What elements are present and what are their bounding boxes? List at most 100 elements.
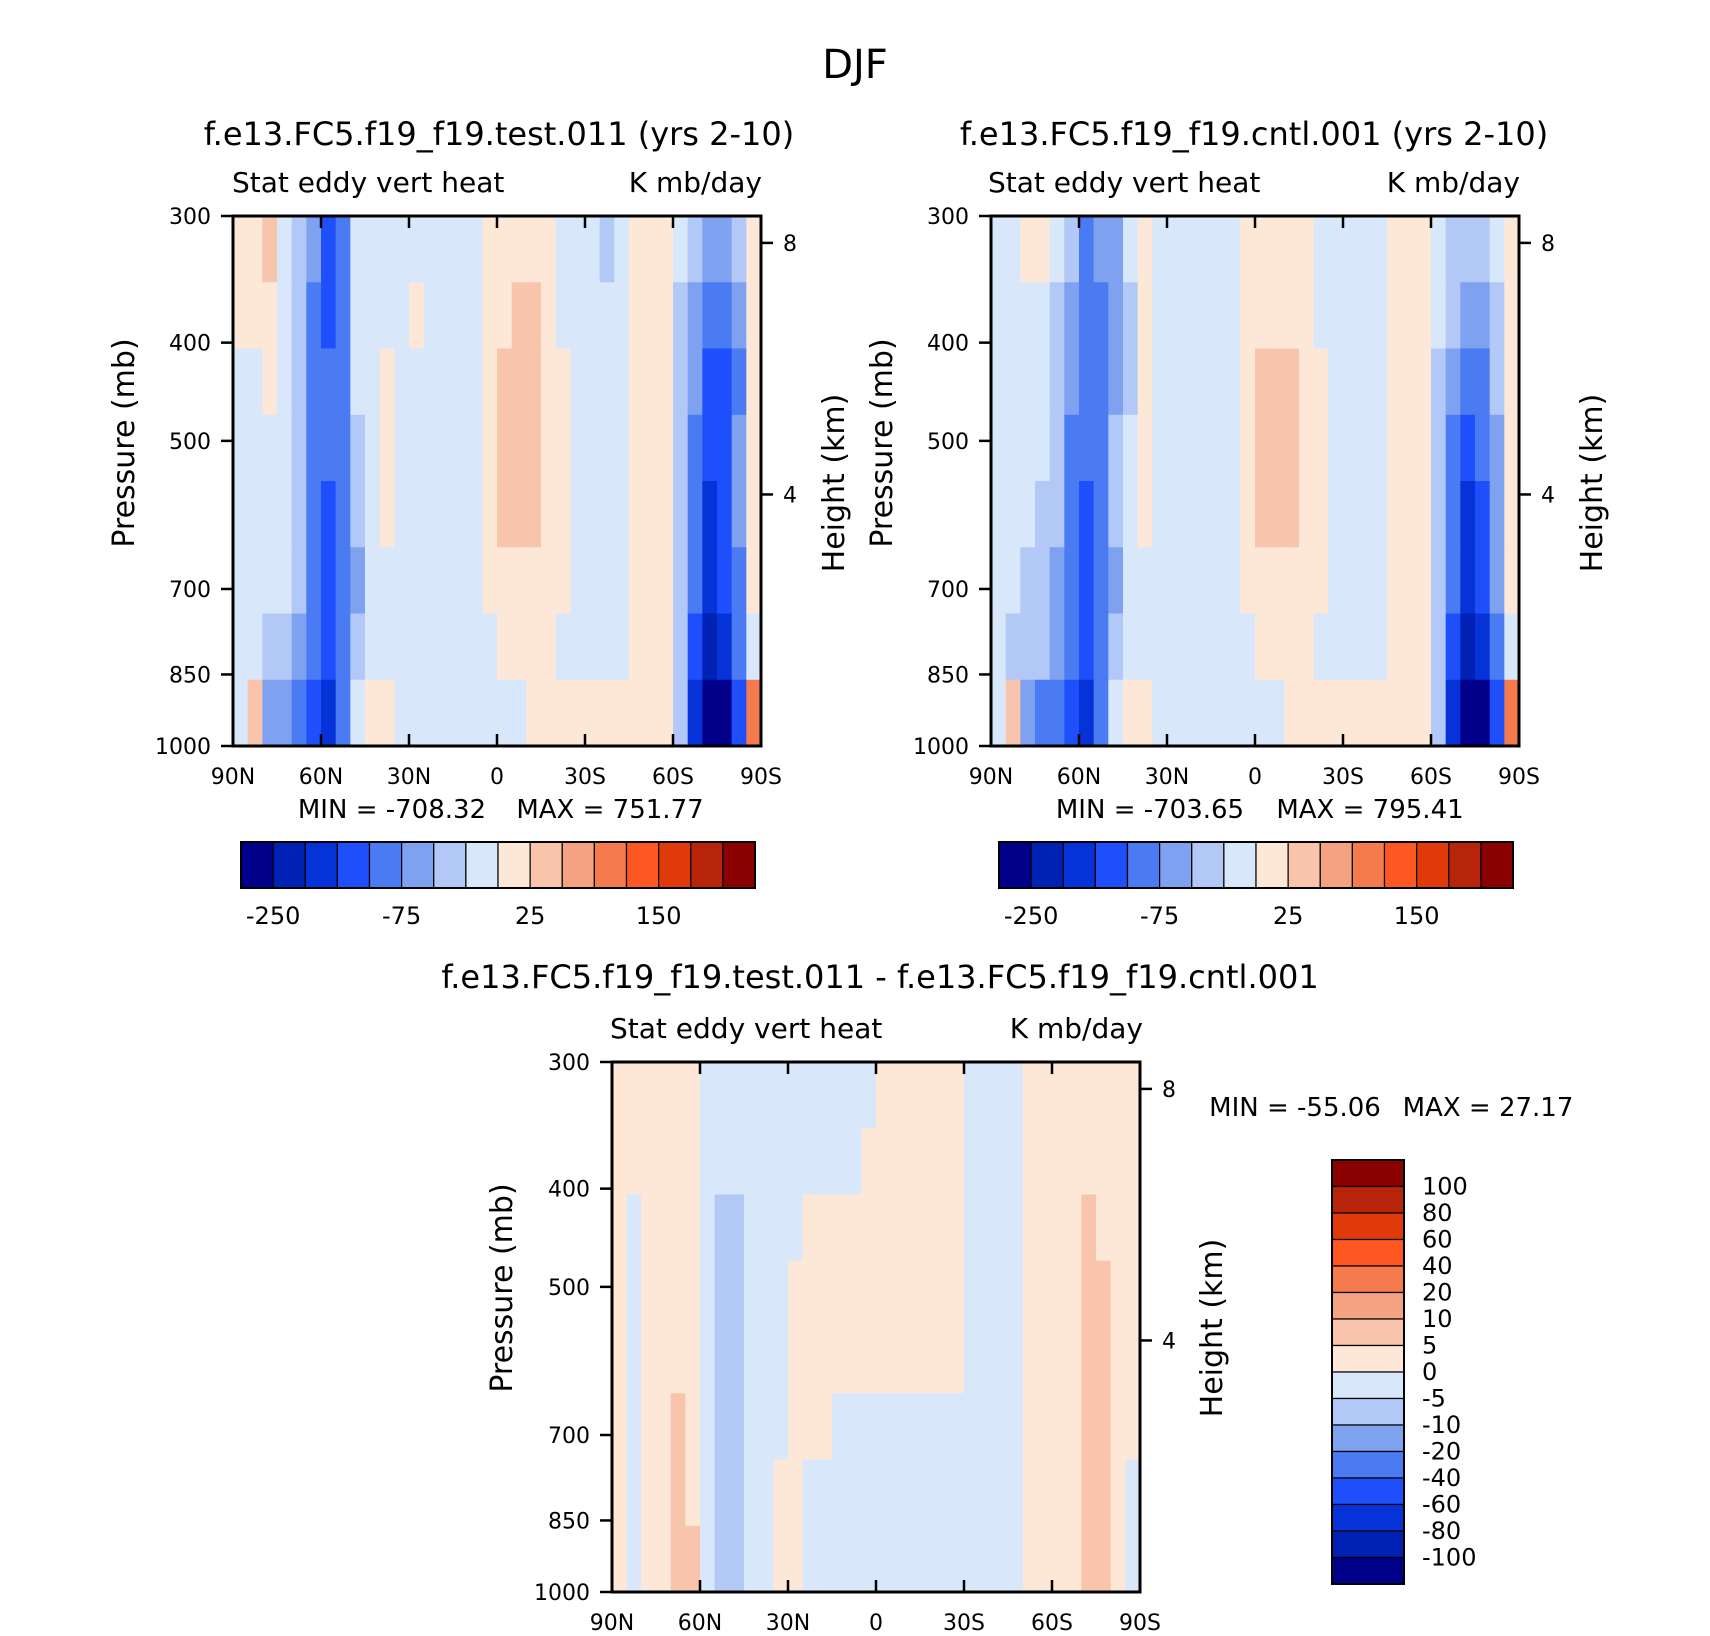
heatmap-cell — [379, 481, 395, 548]
heatmap-cell — [365, 481, 381, 548]
heatmap-cell — [802, 1194, 818, 1262]
heatmap-cell — [526, 216, 542, 283]
heatmap-cell — [291, 481, 307, 548]
heatmap-cell — [643, 613, 659, 681]
heatmap-cell — [1066, 1327, 1082, 1394]
heatmap-cell — [1211, 679, 1227, 747]
x-tick-label: 30N — [766, 1611, 810, 1636]
heatmap-cell — [1328, 481, 1344, 548]
colorbar-box — [658, 841, 692, 889]
heatmap-cell — [453, 547, 469, 615]
heatmap-cell — [585, 481, 601, 548]
heatmap-cell — [1225, 679, 1241, 747]
heatmap-cell — [1093, 679, 1109, 747]
colorbar-label: 60 — [1422, 1226, 1453, 1254]
heatmap-cell — [1052, 1128, 1068, 1196]
heatmap-cell — [438, 282, 454, 350]
heatmap-cell — [1081, 1260, 1097, 1328]
heatmap-cell — [700, 1459, 716, 1527]
colorbar-box — [593, 841, 628, 889]
heatmap-cell — [511, 414, 527, 482]
heatmap-cell — [773, 1062, 789, 1129]
heatmap-cell — [1240, 613, 1256, 681]
heatmap-cell — [585, 414, 601, 482]
colorbar-box — [433, 841, 467, 889]
panel-diff-ylabel: Pressure (mb) — [485, 1183, 520, 1392]
heatmap-cell — [1211, 547, 1227, 615]
heatmap-cell — [920, 1327, 936, 1394]
heatmap-cell — [1460, 679, 1476, 747]
heatmap-cell — [817, 1128, 833, 1196]
heatmap-cell — [1401, 613, 1417, 681]
heatmap-cell — [890, 1194, 906, 1262]
heatmap-cell — [335, 414, 351, 482]
heatmap-cell — [541, 547, 557, 615]
colorbar-box — [1319, 841, 1353, 889]
heatmap-cell — [482, 679, 498, 747]
x-tick-label: 0 — [869, 1611, 883, 1636]
heatmap-cell — [1299, 282, 1315, 350]
heatmap-cell — [1020, 679, 1036, 747]
heatmap-cell — [949, 1128, 965, 1196]
heatmap-cell — [702, 282, 718, 350]
heatmap-cell — [453, 414, 469, 482]
heatmap-cell — [656, 1393, 672, 1461]
heatmap-cell — [1022, 1194, 1038, 1262]
heatmap-cell — [702, 348, 718, 416]
heatmap-cell — [890, 1393, 906, 1461]
heatmap-cell — [1343, 282, 1359, 350]
heatmap-cells — [612, 1062, 1141, 1593]
heatmap-cell — [1108, 613, 1124, 681]
heatmap-cell — [1093, 481, 1109, 548]
heatmap-cell — [1108, 216, 1124, 283]
heatmap-cell — [1445, 348, 1461, 416]
heatmap-cell — [641, 1393, 657, 1461]
heatmap-cell — [626, 1327, 642, 1394]
heatmap-cell — [1093, 414, 1109, 482]
heatmap-cell — [1005, 414, 1021, 482]
heatmap-cell — [876, 1393, 892, 1461]
colorbar-box — [1159, 841, 1193, 889]
heatmap-cell — [993, 1260, 1009, 1328]
heatmap-cell — [685, 1128, 701, 1196]
heatmap-cell — [1255, 481, 1271, 548]
heatmap-cell — [1416, 216, 1432, 283]
heatmap-cell — [511, 613, 527, 681]
heatmap-cell — [1240, 414, 1256, 482]
heatmap-cell — [670, 1062, 686, 1129]
heatmap-cell — [846, 1128, 862, 1196]
heatmap-cell — [423, 613, 439, 681]
heatmap-cells — [233, 216, 762, 747]
heatmap-cell — [832, 1393, 848, 1461]
heatmap-cell — [612, 1393, 628, 1461]
heatmap-cell — [991, 547, 1007, 615]
heatmap-cell — [758, 1525, 774, 1593]
heatmap-cell — [1240, 348, 1256, 416]
heatmap-cell — [1284, 414, 1300, 482]
heatmap-cell — [1093, 282, 1109, 350]
colorbar-box — [1331, 1238, 1405, 1267]
x-tick-label: 60N — [1057, 765, 1101, 790]
heatmap-cell — [438, 679, 454, 747]
heatmap-cell — [1255, 613, 1271, 681]
heatmap-cell — [1022, 1128, 1038, 1196]
heatmap-cell — [964, 1525, 980, 1593]
heatmap-cell — [905, 1525, 921, 1593]
heatmap-cell — [1328, 282, 1344, 350]
heatmap-cell — [729, 1260, 745, 1328]
heatmap-cell — [497, 348, 513, 416]
heatmap-cell — [1081, 1128, 1097, 1196]
heatmap-cell — [570, 481, 586, 548]
heatmap-cell — [934, 1327, 950, 1394]
heatmap-cell — [1066, 1128, 1082, 1196]
heatmap-cell — [876, 1525, 892, 1593]
heatmap-cell — [1357, 414, 1373, 482]
colorbar-box — [1331, 1477, 1405, 1506]
heatmap-cell — [1445, 679, 1461, 747]
heatmap-cell — [1020, 216, 1036, 283]
heatmap-cell — [1123, 547, 1139, 615]
heatmap-cell — [773, 1459, 789, 1527]
heatmap-cell — [467, 414, 483, 482]
colorbar-label: 20 — [1422, 1279, 1453, 1307]
